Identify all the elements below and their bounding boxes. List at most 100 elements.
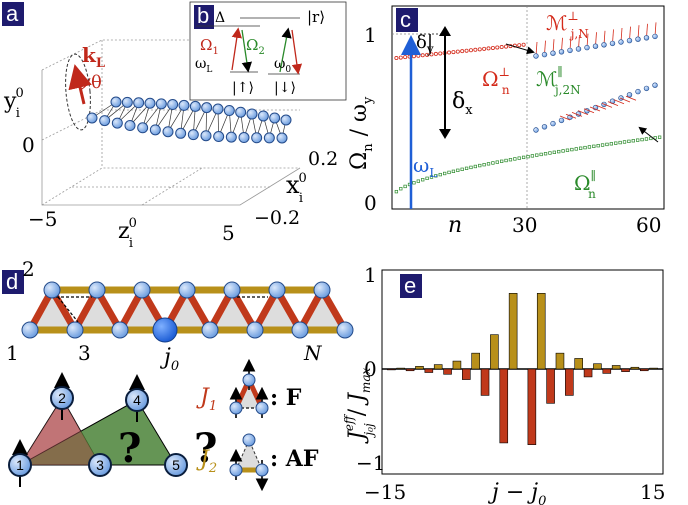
ion [238,132,250,144]
c-ytick-0: 0 [364,191,377,215]
bar [649,367,658,370]
par-mode [622,140,627,144]
omega-perp-label: Ω⊥ n [482,65,510,97]
par-mode [535,153,539,157]
par-mode [438,172,442,177]
perp-mode [451,50,456,55]
ladder-site [246,321,264,339]
perp-mode [438,51,443,56]
par-mode [539,152,543,157]
perp-mode [403,55,408,60]
panel-tag-b-label: b [197,3,209,28]
frustration-diagram: 1 2 3 4 5?? [8,372,217,487]
ion [86,112,98,124]
perp-mode [486,46,491,51]
par-mode [491,161,495,165]
mode-pointer-par [638,126,659,143]
delta-label: Δ [215,10,225,26]
perp-mode [517,43,522,48]
omega1-arrow [231,27,242,71]
mode-ion [618,39,624,45]
mode-ion [550,120,556,127]
bar [621,368,630,372]
ladder-triangle [165,290,210,330]
ladder-site [268,281,286,299]
par-mode [504,158,508,163]
par-mode [627,139,631,144]
legend-node [242,373,256,387]
site-label-1: 1 [6,341,19,365]
ion [133,97,145,109]
mode-ion [550,50,556,56]
ladder-site [21,321,39,339]
perp-mode [473,47,478,52]
up-state-label: |↑⟩ [232,80,254,96]
par-mode [517,156,521,160]
par-mode [574,147,578,151]
ion [155,98,167,110]
perp-mode [495,45,500,50]
ion [251,132,263,144]
panel-tag-d [2,270,24,294]
mode-vector [607,101,619,106]
mode-vector [577,110,589,115]
par-mode [416,179,420,183]
par-mode [495,160,499,164]
mode-vector [583,108,595,114]
zigzag-ladder [21,281,354,343]
bar [536,293,546,370]
e-ytick-m1: −1 [356,451,385,475]
bar [574,358,583,370]
par-mode [618,140,622,145]
mode-vector [619,97,631,103]
perp-mode [464,48,469,53]
ion [257,110,269,122]
par-mode [578,146,583,150]
spin-node [125,388,149,412]
ladder-site [88,281,106,299]
ion [121,96,133,108]
ion [276,132,288,144]
ion [162,126,174,138]
bar [452,360,462,370]
theta-label: θ [91,72,102,93]
bar [396,367,406,370]
bar [443,368,452,375]
AF-label: : AF [270,446,319,472]
perp-mode [420,53,425,58]
perp-mode [482,46,487,51]
triangle-overlay [20,398,100,465]
perp-mode [477,47,482,52]
spin-node [88,453,112,477]
ladder-triangle [300,290,345,330]
mode-ion [643,35,650,41]
ladder-site [178,281,196,299]
ion-chain [86,96,292,144]
ion [269,112,281,124]
mode-vector [625,95,637,101]
par-mode [631,139,635,143]
bar [565,368,574,396]
perp-mode [521,42,526,47]
ladder-site-j0 [152,317,178,343]
y0-axis-label: y0 i [3,86,24,121]
perp-mode [433,51,438,56]
mode-ion [541,124,548,130]
perp-mode [499,45,504,50]
par-mode [657,135,662,139]
omega1-label: Ω1 [200,36,219,57]
delta-x-arrowhead-bottom [439,129,451,139]
dashed-bond [57,296,79,323]
J2-label: J2 [196,447,217,476]
bar [546,368,555,404]
perp-mode [504,44,509,49]
bar [583,368,593,378]
par-mode [543,152,548,156]
par-mode [460,167,464,171]
omega-par-series [394,135,662,194]
ion [99,115,111,127]
kL-arrow [68,64,92,105]
F-label: : F [270,385,302,411]
par-mode [561,149,565,153]
